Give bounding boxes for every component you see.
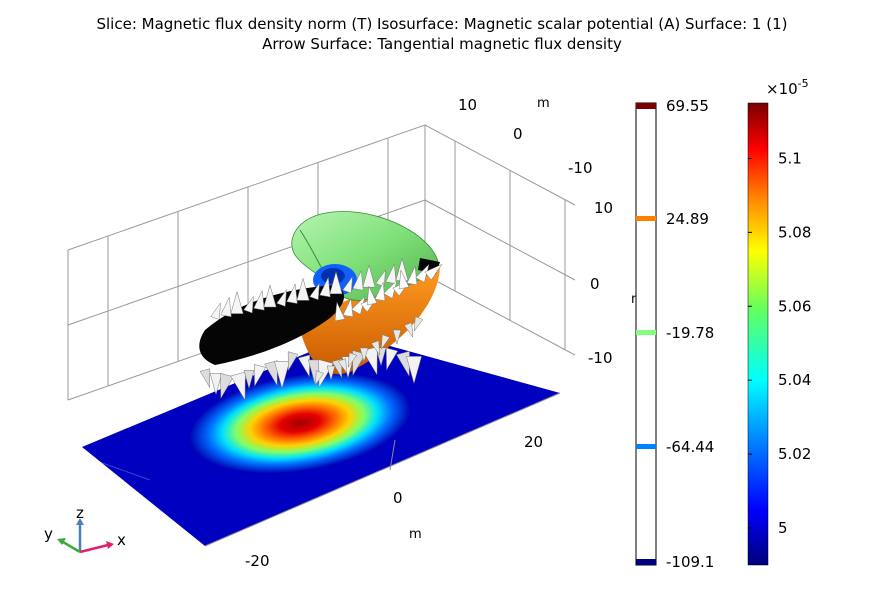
arrow-glyph [220,373,234,400]
arrow-glyph [359,347,369,363]
colorbar-tick-label: 5.04 [778,371,811,389]
axis-triad: z x y [44,504,126,554]
arrow-glyph [329,270,343,295]
arrow-glyph [220,296,232,318]
colorbar-tick-label: 5.02 [778,445,811,463]
isosurface-legend: 69.55 24.89 -19.78 -64.44 -109.1 [635,97,714,571]
arrow-glyph [297,354,310,378]
arrow-glyph [276,288,287,307]
arrow-glyph [385,263,397,285]
colorbar-tick-label: 5.1 [778,149,802,167]
arrow-glyph [413,316,424,333]
arrow-surface [199,257,443,401]
legend-swatch [636,559,656,565]
z-axis-tick-label: 10 [458,96,477,114]
arrow-glyph [230,371,246,401]
arrow-glyph [230,290,244,314]
chart-title: Slice: Magnetic flux density norm (T) Is… [0,14,884,54]
arrow-glyph [286,282,298,304]
legend-label: -19.78 [666,324,714,342]
floor-grid [93,392,561,547]
colorbar-tick-label: 5.06 [778,297,811,315]
arrow-glyph [342,275,353,294]
arrow-glyph [406,356,422,385]
legend-label: 69.55 [666,97,709,115]
legend-label: -64.44 [666,438,714,456]
arrow-glyph [319,276,331,298]
y-axis-unit: m [537,96,550,111]
slice-colorbar: ×10-5 5.1 5.08 5.06 5.04 5.02 5 [747,77,811,566]
arrow-glyph [366,285,378,306]
arrow-glyph [309,282,320,301]
isosurface-orange [300,268,440,375]
triad-y-label: y [44,525,53,543]
y-axis-tick-label: -10 [568,159,593,177]
arrow-glyph [352,269,364,291]
arrow-glyph [424,263,443,281]
legend-swatch [636,444,656,449]
x-axis-unit: m [409,527,422,542]
arrow-glyph [398,269,410,290]
arrow-glyph [370,340,381,357]
colorbar-tick-label: 5.08 [778,223,811,241]
z-axis-tick-label: 0 [590,275,600,293]
arrow-glyph [380,334,391,351]
arrow-glyph [243,295,254,314]
arrow-glyph [296,277,310,301]
arrow-glyph [209,373,223,396]
legend-swatch [636,103,656,109]
arrow-glyph [331,358,343,379]
x-axis-tick-label: 0 [393,489,403,507]
arrow-glyph [210,302,221,320]
colorbar-exponent: ×10-5 [766,77,809,98]
arrow-glyph [199,368,211,389]
arrow-glyph [254,364,267,388]
arrow-glyph [392,329,402,345]
arrow-glyph [342,297,354,318]
arrow-glyph [386,347,399,371]
arrow-glyph [326,365,336,381]
legend-label: -109.1 [666,553,714,571]
x-axis-tick-label: -20 [245,552,270,570]
triad-x-label: x [117,531,126,549]
arrow-glyph [253,289,265,311]
z-axis-tick-label: 10 [594,199,613,217]
arrow-glyph [287,351,299,372]
z-axis-tick-label: -10 [588,349,613,367]
arrow-glyph [337,358,348,375]
arrow-glyph [403,322,414,339]
legend-swatch [636,216,656,221]
title-line-2: Arrow Surface: Tangential magnetic flux … [262,35,622,53]
arrow-glyph [406,265,418,286]
arrow-glyph [274,361,290,390]
y-axis-tick-label: 0 [513,125,523,143]
title-line-1: Slice: Magnetic flux density norm (T) Is… [96,15,788,33]
arrow-glyph [347,352,358,369]
triad-z-label: z [76,504,84,522]
legend-label: 24.89 [666,210,709,228]
arrow-glyph [263,284,277,308]
colorbar-tick-label: 5 [778,519,788,537]
arrow-glyph [243,370,255,390]
arrow-glyph [374,281,386,302]
arrow-glyph [314,370,325,387]
legend-swatch [636,330,656,335]
arrow-glyph [264,360,278,387]
x-axis-tick-label: 20 [524,433,543,451]
arrow-glyph [334,301,346,322]
